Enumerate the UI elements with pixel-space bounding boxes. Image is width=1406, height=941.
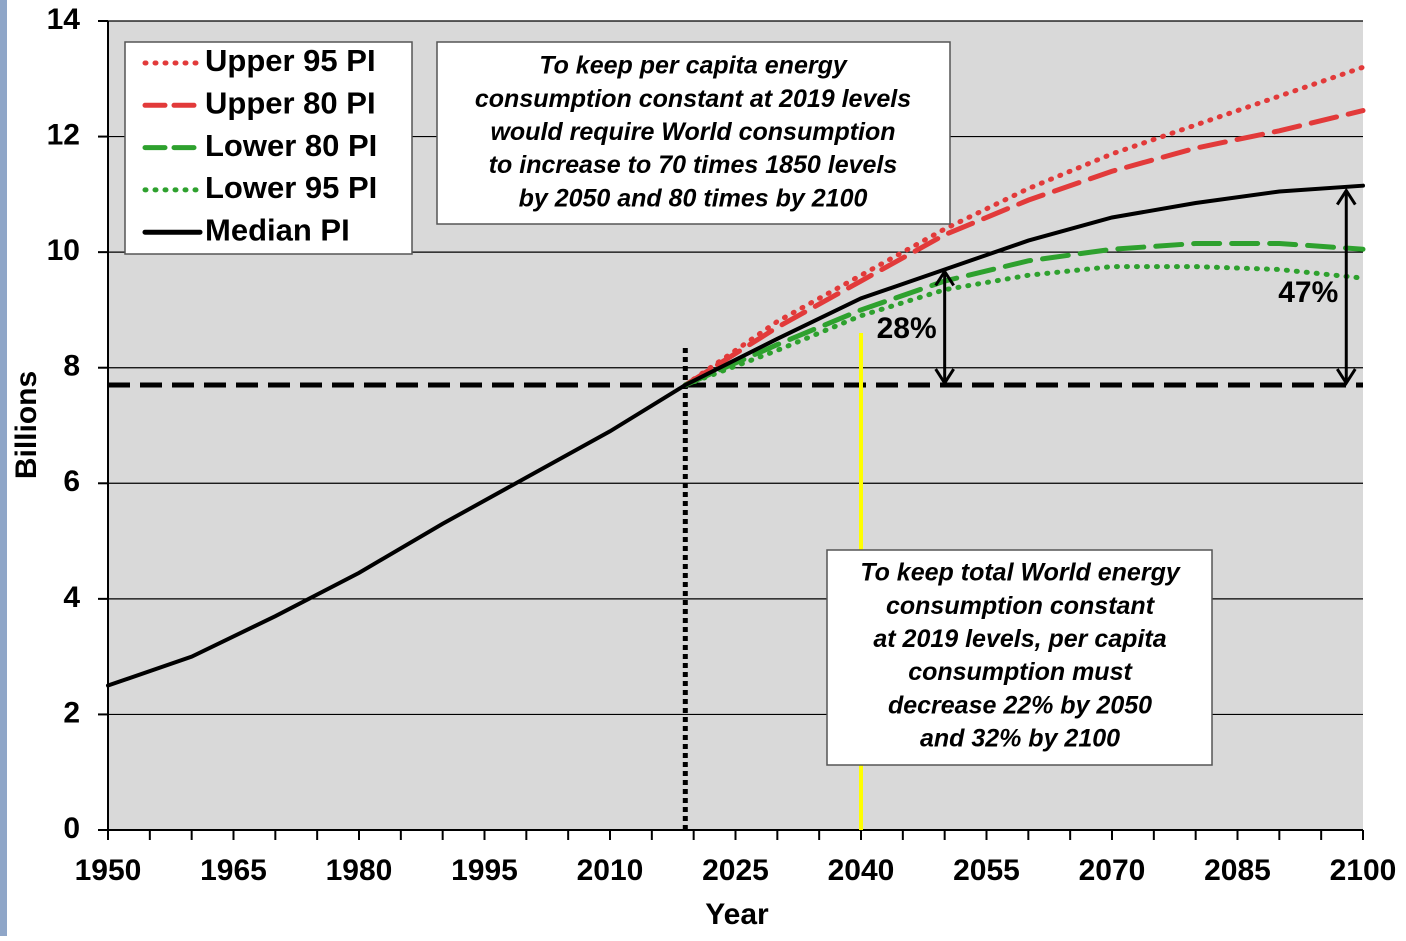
- side-strip: [0, 0, 7, 936]
- y-tick-label: 12: [47, 118, 80, 151]
- x-tick-label: 1980: [326, 854, 393, 887]
- annotation-box: [826, 549, 1213, 766]
- legend-label: Upper 80 PI: [205, 85, 376, 120]
- annotation-line: at 2019 levels, per capita: [873, 625, 1166, 653]
- y-tick-label: 2: [63, 696, 80, 729]
- annotation-box: [436, 41, 951, 225]
- annotation-line: would require World consumption: [490, 118, 895, 146]
- x-tick-label: 2025: [702, 854, 769, 887]
- arrow-head: [1336, 368, 1357, 386]
- x-tick-label: 2100: [1330, 854, 1397, 887]
- arrow-label: 47%: [1278, 276, 1338, 309]
- y-axis-label: Billions: [10, 371, 43, 479]
- y-tick-label: 0: [63, 812, 80, 845]
- x-axis-label: Year: [705, 898, 769, 931]
- arrow-head: [934, 368, 955, 386]
- annotation-line: consumption constant: [886, 592, 1156, 620]
- x-tick-label: 1950: [75, 854, 142, 887]
- x-tick-label: 2010: [577, 854, 644, 887]
- x-tick-label: 1995: [451, 854, 518, 887]
- series-line: [682, 240, 1366, 388]
- legend-label: Lower 95 PI: [205, 170, 377, 205]
- y-tick-label: 4: [63, 581, 80, 614]
- x-tick-label: 1965: [200, 854, 267, 887]
- x-tick-label: 2070: [1079, 854, 1146, 887]
- arrow-head: [934, 268, 955, 287]
- series-line: [106, 183, 1365, 688]
- arrow-head: [1336, 187, 1357, 206]
- legend-label: Median PI: [205, 212, 350, 247]
- arrow-label: 28%: [877, 312, 937, 345]
- y-tick-label: 14: [47, 3, 81, 36]
- legend-label: Lower 80 PI: [205, 128, 377, 163]
- annotation-line: To keep total World energy: [860, 559, 1181, 587]
- y-tick-label: 8: [63, 350, 80, 383]
- x-tick-label: 2085: [1204, 854, 1271, 887]
- annotation-line: consumption must: [908, 658, 1133, 686]
- x-tick-label: 2055: [953, 854, 1020, 887]
- series-line: [682, 108, 1366, 388]
- series-line: [682, 264, 1366, 388]
- y-tick-label: 10: [47, 234, 80, 267]
- annotation-line: and 32% by 2100: [920, 725, 1120, 753]
- annotation-line: to increase to 70 times 1850 levels: [489, 151, 898, 179]
- annotation-line: consumption constant at 2019 levels: [475, 85, 911, 113]
- annotation-line: by 2050 and 80 times by 2100: [519, 184, 868, 212]
- y-tick-label: 6: [63, 465, 80, 498]
- x-tick-label: 2040: [828, 854, 895, 887]
- legend-label: Upper 95 PI: [205, 43, 376, 78]
- annotation-line: To keep per capita energy: [539, 52, 848, 80]
- annotation-line: decrease 22% by 2050: [888, 691, 1152, 719]
